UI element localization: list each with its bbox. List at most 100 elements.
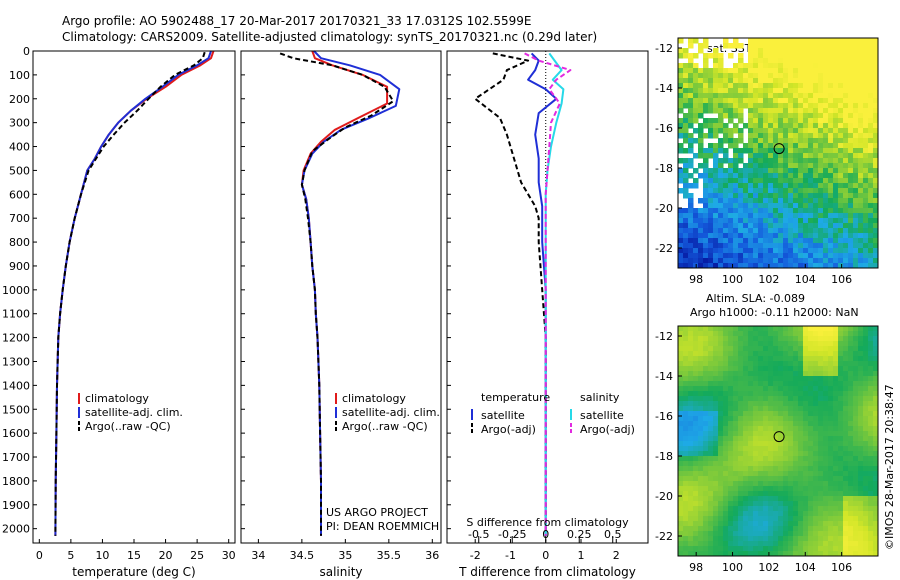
map-cell	[713, 496, 719, 502]
map-cell	[868, 248, 874, 254]
map-cell	[843, 546, 849, 552]
map-cell	[743, 208, 749, 214]
map-cell	[853, 78, 859, 84]
map-cell	[703, 406, 709, 412]
map-cell	[828, 178, 834, 184]
map-cell	[728, 411, 734, 417]
map-cell	[788, 461, 794, 467]
map-cell	[798, 401, 804, 407]
map-cell	[858, 58, 864, 64]
map-cell	[833, 73, 839, 79]
map-cell	[683, 138, 689, 144]
map-cell	[738, 63, 744, 69]
map-cell	[713, 551, 719, 557]
credit-text: US ARGO PROJECT	[326, 506, 428, 519]
map-cell	[793, 521, 799, 527]
map-cell	[773, 43, 779, 49]
map-cell	[733, 346, 739, 352]
map-cell	[688, 386, 694, 392]
map-cell	[868, 128, 874, 134]
map-cell	[753, 346, 759, 352]
map-cell	[828, 193, 834, 199]
map-cell	[763, 391, 769, 397]
map-cell	[848, 128, 854, 134]
map-cell	[748, 108, 754, 114]
map-cell	[828, 188, 834, 194]
map-cell	[723, 446, 729, 452]
map-cell	[863, 481, 869, 487]
map-cell	[758, 178, 764, 184]
map-cell	[698, 48, 704, 54]
map-cell	[763, 188, 769, 194]
map-cell	[848, 48, 854, 54]
map-cell	[693, 541, 699, 547]
map-cell	[863, 213, 869, 219]
map-cell	[828, 128, 834, 134]
map-cell	[773, 63, 779, 69]
map-cell	[783, 58, 789, 64]
map-cell	[858, 83, 864, 89]
map-cell	[748, 223, 754, 229]
map-cell	[848, 123, 854, 129]
map-cell	[703, 361, 709, 367]
map-cell	[823, 416, 829, 422]
map-cell	[808, 173, 814, 179]
map-cell	[678, 88, 684, 94]
map-cell	[713, 253, 719, 259]
map-cell	[713, 98, 719, 104]
map-cell	[873, 456, 879, 462]
map-cell	[858, 193, 864, 199]
map-cell	[818, 83, 824, 89]
map-cell	[828, 173, 834, 179]
map-cell	[768, 243, 774, 249]
map-cell	[733, 98, 739, 104]
map-cell	[803, 243, 809, 249]
map-cell	[873, 476, 879, 482]
map-cell	[688, 68, 694, 74]
map-cell	[728, 103, 734, 109]
map-cell	[838, 88, 844, 94]
plot-frame	[240, 50, 442, 544]
map-cell	[723, 491, 729, 497]
map-cell	[813, 491, 819, 497]
map-cell	[808, 506, 814, 512]
map-cell	[773, 371, 779, 377]
map-cell	[708, 476, 714, 482]
map-cell	[843, 138, 849, 144]
map-cell	[783, 263, 789, 269]
map-cell	[758, 198, 764, 204]
map-cell	[873, 371, 879, 377]
map-cell	[793, 436, 799, 442]
map-cell	[683, 521, 689, 527]
map-cell	[813, 511, 819, 517]
map-cell	[798, 198, 804, 204]
map-cell	[738, 506, 744, 512]
map-cell	[813, 238, 819, 244]
map-cell	[703, 521, 709, 527]
map-cell	[753, 456, 759, 462]
map-cell	[848, 486, 854, 492]
map-cell	[693, 238, 699, 244]
map-cell	[708, 263, 714, 269]
map-cell	[683, 471, 689, 477]
map-cell	[738, 361, 744, 367]
map-cell	[743, 228, 749, 234]
map-cell	[763, 243, 769, 249]
map-cell	[833, 386, 839, 392]
map-cell	[728, 551, 734, 557]
map-y-tick-label: -14	[655, 370, 673, 383]
map-cell	[688, 391, 694, 397]
map-cell	[708, 341, 714, 347]
map-cell	[853, 471, 859, 477]
map-cell	[853, 341, 859, 347]
map-cell	[773, 486, 779, 492]
map-cell	[773, 228, 779, 234]
map-cell	[823, 541, 829, 547]
map-cell	[743, 168, 749, 174]
map-cell	[788, 431, 794, 437]
map-cell	[793, 431, 799, 437]
map-cell	[798, 228, 804, 234]
map-cell	[783, 158, 789, 164]
map-cell	[778, 356, 784, 362]
map-cell	[838, 411, 844, 417]
